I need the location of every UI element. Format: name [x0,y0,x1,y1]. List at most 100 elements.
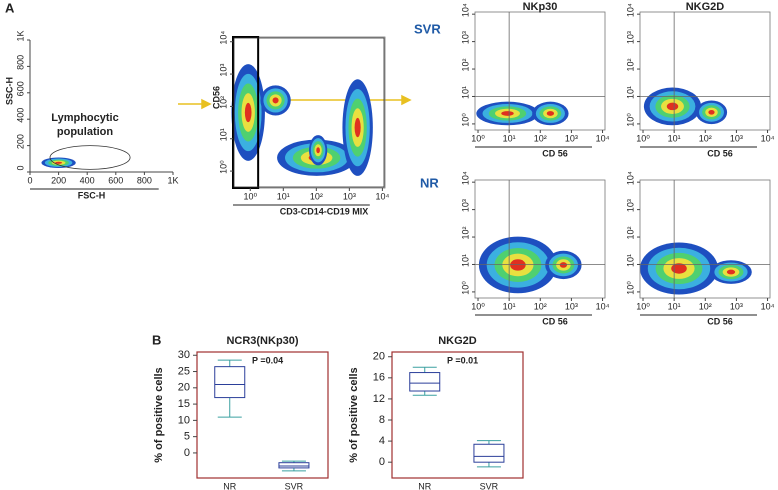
y-tick-label: 10¹ [460,254,470,267]
x-tick-label: 10⁰ [636,301,650,311]
x-tick-label: 200 [51,175,66,185]
density-blob [559,262,568,268]
density-blob [354,117,361,138]
x-axis-label: CD 56 [542,148,568,158]
y-tick-label: 200 [15,134,25,149]
y-tick-label: 20 [373,351,385,363]
density-blob [708,109,715,115]
x-tick-label: 10⁰ [243,191,257,201]
y-tick-label: 0 [184,447,190,459]
gate [49,145,131,170]
y-tick-label: 10³ [218,64,228,77]
x-tick-label: 0 [27,175,32,185]
row-label: NR [420,175,439,190]
x-tick-label: 10⁴ [761,133,775,143]
x-tick-label: 10² [699,133,712,143]
panel-label: B [152,332,161,347]
x-tick-label: 10¹ [668,301,681,311]
y-tick-label: 10³ [625,31,635,44]
y-axis-label: SSC-H [4,77,14,105]
x-tick-label: 10⁰ [471,301,485,311]
x-tick-label: 10¹ [503,301,516,311]
x-tick-label: 10² [699,301,712,311]
x-tick-label: 10² [534,301,547,311]
density-blob [501,111,514,116]
y-tick-label: 10³ [625,199,635,212]
x-axis-label: FSC-H [78,190,106,200]
y-axis-label: CD56 [211,86,221,109]
x-tick-label: 10³ [343,191,356,201]
y-tick-label: 1K [15,30,25,41]
y-tick-label: 600 [15,81,25,96]
x-tick-label: SVR [480,481,499,490]
y-tick-label: 10² [625,59,635,72]
y-tick-label: 10⁰ [460,113,470,127]
x-tick-label: 10² [310,191,323,201]
y-tick-label: 30 [178,349,190,361]
x-tick-label: 10¹ [503,133,516,143]
y-tick-label: 10² [625,227,635,240]
y-tick-label: 10¹ [625,86,635,99]
x-tick-label: 10⁰ [471,133,485,143]
y-tick-label: 10² [460,227,470,240]
density-blob [510,259,526,271]
y-tick-label: 10⁰ [460,281,470,295]
y-tick-label: 10⁴ [218,31,228,45]
y-tick-label: 10⁴ [460,171,470,185]
y-tick-label: 5 [184,431,190,443]
density-blob [671,263,687,274]
gate [233,37,385,188]
box [409,372,441,392]
x-tick-label: NR [418,481,431,490]
x-tick-label: 10⁴ [375,191,389,201]
density-blob [244,102,252,123]
panel-label: A [5,0,15,15]
y-tick-label: 0 [15,165,25,170]
box [214,366,246,399]
x-axis-label: CD 56 [707,316,733,326]
x-tick-label: 10¹ [277,191,290,201]
y-tick-label: 8 [379,414,385,426]
y-tick-label: 20 [178,382,190,394]
y-tick-label: 10² [460,59,470,72]
x-tick-label: 1K [167,175,178,185]
plot-frame [391,351,524,479]
y-tick-label: 10⁴ [625,3,635,17]
arrow-head [401,94,412,106]
x-axis-label: CD3-CD14-CD19 MIX [280,206,369,216]
x-axis-label: CD 56 [542,316,568,326]
annotation: Lymphocytic [51,112,118,124]
y-tick-label: 25 [178,365,190,377]
y-tick-label: 10³ [460,31,470,44]
x-tick-label: 10³ [730,301,743,311]
arrow-head [201,98,212,110]
x-tick-label: 10⁰ [636,133,650,143]
y-tick-label: 10 [178,414,190,426]
box [473,443,505,463]
y-tick-label: 800 [15,55,25,70]
plot-frame [196,351,329,479]
y-tick-label: 400 [15,108,25,123]
y-tick-label: 10⁰ [625,113,635,127]
column-title: NKG2D [686,1,725,13]
gate [232,36,260,189]
x-tick-label: 10³ [730,133,743,143]
density-blob [666,102,679,111]
y-tick-label: 10⁴ [460,3,470,17]
x-tick-label: SVR [285,481,304,490]
annotation: P =0.04 [252,355,283,365]
y-tick-label: 10¹ [625,254,635,267]
y-tick-label: 15 [178,398,190,410]
x-tick-label: 10³ [565,301,578,311]
x-tick-label: NR [223,481,236,490]
density-blob [316,147,320,154]
box [278,462,310,469]
chart-title: NCR3(NKp30) [226,335,298,347]
row-label: SVR [414,21,441,36]
y-tick-label: 10² [218,96,228,109]
annotation: P =0.01 [447,355,478,365]
y-tick-label: 4 [379,435,385,447]
x-tick-label: 10¹ [668,133,681,143]
x-axis-label: CD 56 [707,148,733,158]
